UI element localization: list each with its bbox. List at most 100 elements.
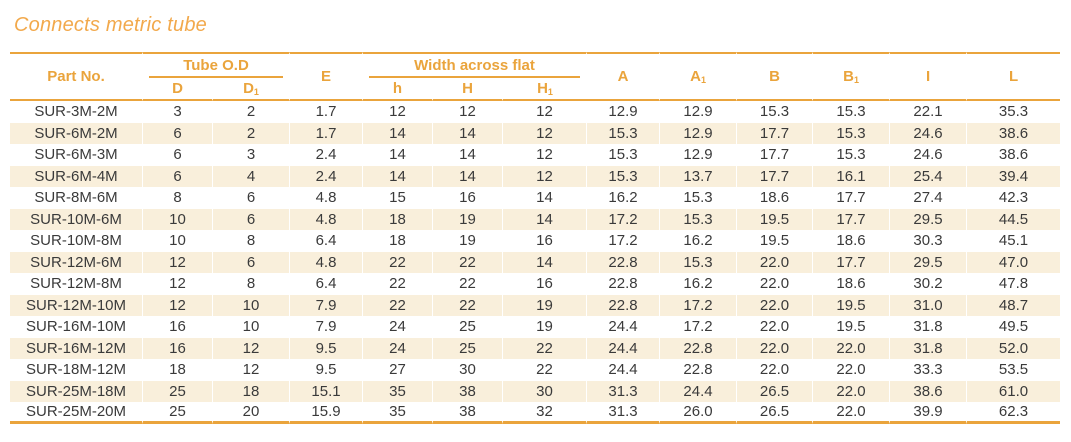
value-cell: 16 xyxy=(143,337,213,359)
value-cell: 12.9 xyxy=(660,122,738,144)
value-cell: 6 xyxy=(213,251,290,273)
part-no-cell: SUR-10M-8M xyxy=(10,230,143,252)
part-no-cell: SUR-16M-12M xyxy=(10,337,143,359)
table-row: SUR-18M-12M 18 12 9.5 27 30 22 24.4 22.8 22.0 22.0… xyxy=(10,359,1061,381)
value-cell: 45.1 xyxy=(967,230,1061,252)
value-cell: 31.3 xyxy=(587,380,661,402)
value-cell: 12 xyxy=(143,273,213,295)
value-cell: 31.8 xyxy=(890,316,968,338)
value-cell: 15.1 xyxy=(290,380,363,402)
value-cell: 16.2 xyxy=(587,187,661,209)
table-row: SUR-10M-8M 10 8 6.4 18 19 16 17.2 16.2 19.5 18.6 30… xyxy=(10,230,1061,252)
value-cell: 24.4 xyxy=(587,337,661,359)
value-cell: 61.0 xyxy=(967,380,1061,402)
part-no-cell: SUR-10M-6M xyxy=(10,208,143,230)
value-cell: 16.2 xyxy=(660,273,738,295)
page-title: Connects metric tube xyxy=(14,14,207,36)
value-cell: 42.3 xyxy=(967,187,1061,209)
table-row: SUR-12M-10M 12 10 7.9 22 22 19 22.8 17.2 22.0 19.5… xyxy=(10,294,1061,316)
col-header-b: B xyxy=(737,52,814,101)
value-cell: 12.9 xyxy=(587,101,661,123)
value-cell: 18 xyxy=(363,230,433,252)
value-cell: 17.7 xyxy=(737,165,814,187)
value-cell: 22 xyxy=(433,273,503,295)
value-cell: 12 xyxy=(503,144,588,166)
value-cell: 22.0 xyxy=(813,402,891,424)
value-cell: 15.3 xyxy=(587,165,661,187)
part-no-cell: SUR-6M-4M xyxy=(10,165,143,187)
table-row: SUR-8M-6M 8 6 4.8 15 16 14 16.2 15.3 18.6 17.7 27.4… xyxy=(10,187,1061,209)
value-cell: 7.9 xyxy=(290,316,363,338)
value-cell: 12 xyxy=(503,101,588,123)
value-cell: 17.7 xyxy=(813,251,891,273)
value-cell: 24.4 xyxy=(587,316,661,338)
value-cell: 17.7 xyxy=(737,144,814,166)
value-cell: 14 xyxy=(433,165,503,187)
value-cell: 39.4 xyxy=(967,165,1061,187)
value-cell: 12 xyxy=(213,359,290,381)
group-header-width-across-flat-label: Width across flat xyxy=(369,57,581,78)
value-cell: 31.3 xyxy=(587,402,661,424)
value-cell: 38 xyxy=(433,402,503,424)
value-cell: 27.4 xyxy=(890,187,968,209)
value-cell: 6 xyxy=(213,187,290,209)
value-cell: 22 xyxy=(363,273,433,295)
value-cell: 2.4 xyxy=(290,165,363,187)
col-header-b1: B1 xyxy=(813,52,891,101)
value-cell: 19.5 xyxy=(813,316,891,338)
value-cell: 14 xyxy=(433,144,503,166)
value-cell: 12 xyxy=(143,294,213,316)
value-cell: 47.0 xyxy=(967,251,1061,273)
value-cell: 26.0 xyxy=(660,402,738,424)
value-cell: 2 xyxy=(213,101,290,123)
value-cell: 10 xyxy=(213,294,290,316)
value-cell: 16 xyxy=(143,316,213,338)
value-cell: 22.8 xyxy=(660,337,738,359)
value-cell: 24.4 xyxy=(660,380,738,402)
group-header-width-across-flat: Width across flat xyxy=(363,52,588,78)
col-header-h-small: h xyxy=(363,78,433,101)
value-cell: 30 xyxy=(433,359,503,381)
value-cell: 12 xyxy=(433,101,503,123)
value-cell: 25 xyxy=(143,380,213,402)
value-cell: 16.1 xyxy=(813,165,891,187)
value-cell: 17.2 xyxy=(660,294,738,316)
value-cell: 20 xyxy=(213,402,290,424)
value-cell: 16 xyxy=(503,273,588,295)
table-row: SUR-3M-2M 3 2 1.7 12 12 12 12.9 12.9 15.3 15.3 22.1… xyxy=(10,101,1061,123)
value-cell: 24 xyxy=(363,337,433,359)
value-cell: 35.3 xyxy=(967,101,1061,123)
value-cell: 62.3 xyxy=(967,402,1061,424)
col-header-e: E xyxy=(290,52,363,101)
value-cell: 7.9 xyxy=(290,294,363,316)
value-cell: 6 xyxy=(143,144,213,166)
value-cell: 6 xyxy=(213,208,290,230)
value-cell: 39.9 xyxy=(890,402,968,424)
value-cell: 12 xyxy=(503,165,588,187)
value-cell: 16.2 xyxy=(660,230,738,252)
value-cell: 4.8 xyxy=(290,208,363,230)
value-cell: 2.4 xyxy=(290,144,363,166)
value-cell: 12 xyxy=(363,101,433,123)
value-cell: 14 xyxy=(363,165,433,187)
value-cell: 6.4 xyxy=(290,273,363,295)
table-row: SUR-12M-6M 12 6 4.8 22 22 14 22.8 15.3 22.0 17.7 29… xyxy=(10,251,1061,273)
value-cell: 22.0 xyxy=(737,251,814,273)
value-cell: 14 xyxy=(433,122,503,144)
value-cell: 22.0 xyxy=(737,337,814,359)
value-cell: 22.8 xyxy=(587,294,661,316)
value-cell: 22.1 xyxy=(890,101,968,123)
value-cell: 12.9 xyxy=(660,144,738,166)
value-cell: 22.8 xyxy=(587,273,661,295)
part-no-cell: SUR-12M-6M xyxy=(10,251,143,273)
value-cell: 22.8 xyxy=(587,251,661,273)
value-cell: 17.7 xyxy=(813,187,891,209)
part-no-cell: SUR-8M-6M xyxy=(10,187,143,209)
value-cell: 22.0 xyxy=(737,316,814,338)
value-cell: 22 xyxy=(503,337,588,359)
value-cell: 19 xyxy=(433,208,503,230)
value-cell: 17.2 xyxy=(587,208,661,230)
part-no-cell: SUR-6M-3M xyxy=(10,144,143,166)
value-cell: 48.7 xyxy=(967,294,1061,316)
part-no-cell: SUR-12M-10M xyxy=(10,294,143,316)
